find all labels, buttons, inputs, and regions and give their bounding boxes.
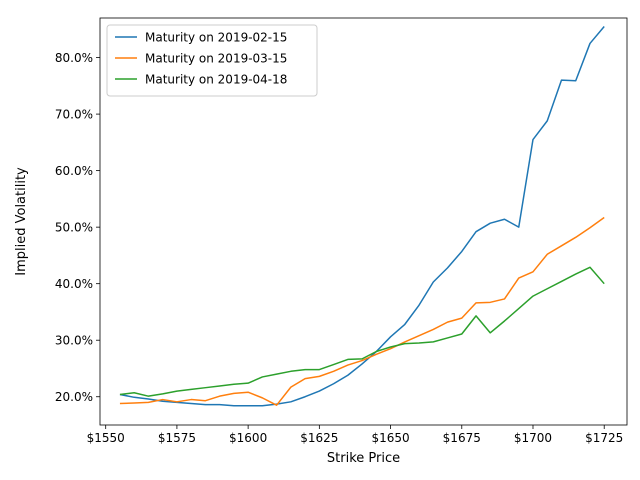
axes-frame: [99, 17, 628, 426]
x-axis: $1550 $1575 $1600 $1625 $1650 $1675 $1700 $1725: [87, 425, 623, 445]
y-tick-label: 80.0%: [55, 51, 93, 65]
legend-box: [106, 24, 318, 97]
x-tick-label: $1625: [300, 431, 338, 445]
legend: Maturity on 2019-02-15 Maturity on 2019-0…: [106, 24, 318, 97]
series-layer: [119, 25, 605, 407]
legend-label-3: Maturity on 2019-04-18: [145, 73, 287, 87]
series-line-1: [119, 25, 605, 407]
y-tick-label: 40.0%: [55, 277, 93, 291]
legend-label-1: Maturity on 2019-02-15: [145, 31, 287, 45]
y-tick-label: 30.0%: [55, 334, 93, 348]
x-tick-label: $1725: [585, 431, 623, 445]
y-tick-label: 50.0%: [55, 221, 93, 235]
series-line-2: [119, 216, 605, 406]
y-axis: 20.0% 30.0% 40.0% 50.0% 60.0% 70.0% 80.0%: [55, 51, 100, 404]
x-tick-label: $1575: [158, 431, 196, 445]
y-tick-label: 20.0%: [55, 390, 93, 404]
x-tick-label: $1675: [443, 431, 481, 445]
x-tick-label: $1600: [229, 431, 267, 445]
y-tick-label: 70.0%: [55, 108, 93, 122]
x-tick-label: $1650: [371, 431, 409, 445]
series-line-3: [119, 266, 605, 397]
x-tick-label: $1550: [87, 431, 125, 445]
x-tick-label: $1700: [514, 431, 552, 445]
y-axis-label: Implied Volatility: [14, 167, 29, 276]
legend-label-2: Maturity on 2019-03-15: [145, 52, 287, 66]
y-tick-label: 60.0%: [55, 164, 93, 178]
x-axis-label: Strike Price: [327, 451, 400, 466]
